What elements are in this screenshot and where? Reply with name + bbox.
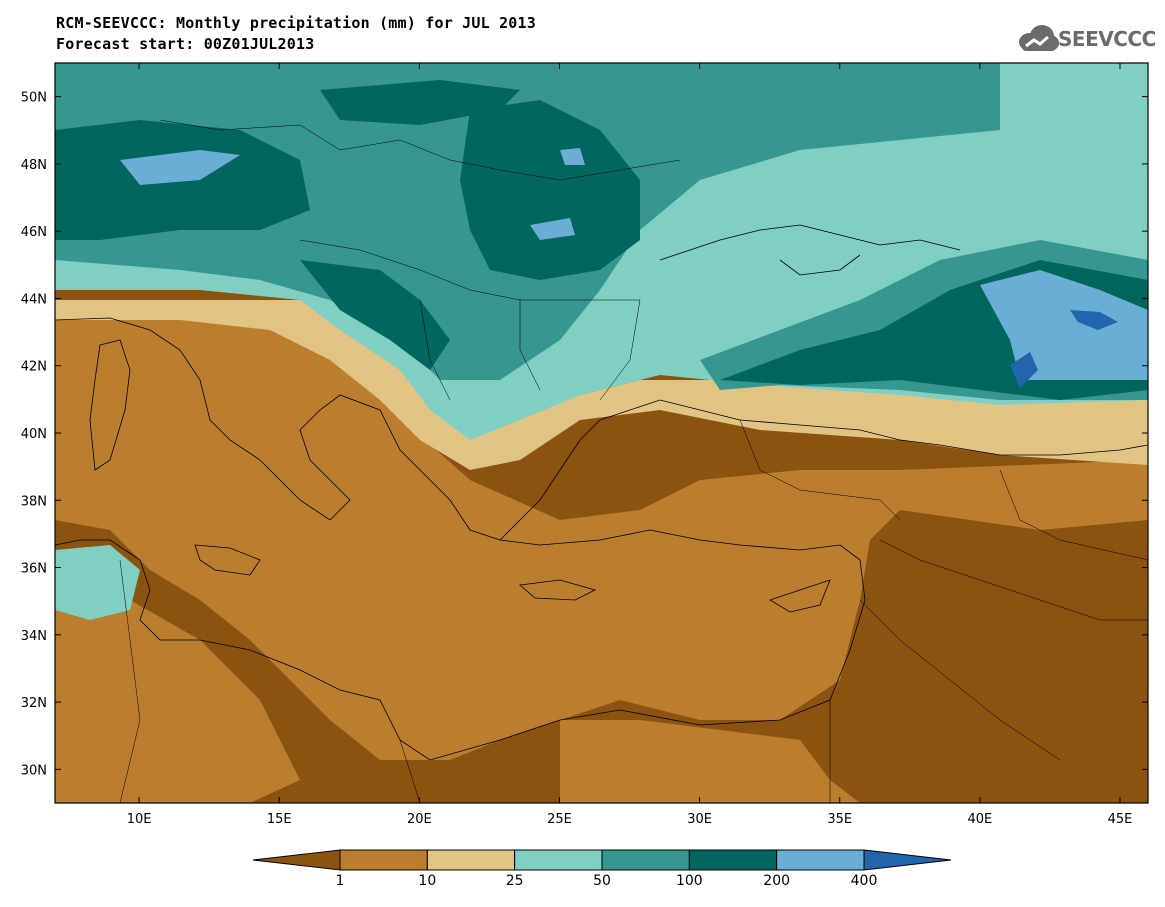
precip-zone-100-200-dinarides xyxy=(300,260,450,370)
lon-tick-label: 10E xyxy=(127,812,152,827)
axis-ticks: 10E 15E 20E 25E 30E 35E 40E 45E 50N 48N 46N 44N 42N 4… xyxy=(21,63,1148,827)
lon-tick-label: 35E xyxy=(827,812,852,827)
colorbar-label: 10 xyxy=(418,873,437,889)
lon-tick-label: 15E xyxy=(267,812,292,827)
precip-zone-200-400-carp2 xyxy=(530,218,575,240)
colorbar-segment xyxy=(776,849,865,871)
precip-zone-200-400-carp1 xyxy=(560,148,585,165)
precip-zone-10-25 xyxy=(55,300,1148,470)
coastlines xyxy=(55,224,1148,761)
precip-zone-200-400-alps xyxy=(120,150,240,185)
lon-tick-label: 30E xyxy=(687,812,712,827)
lat-tick-label: 40N xyxy=(21,427,47,442)
precip-zone-100-200-poland xyxy=(320,80,520,125)
precip-zone-1-10-libya xyxy=(55,560,300,803)
precip-zone-1-10-egypt xyxy=(560,720,860,803)
precip-zone-1-10-south xyxy=(420,660,560,730)
forecast-start-subtitle: Forecast start: 00Z01JUL2013 xyxy=(56,35,315,53)
colorbar-segment xyxy=(426,849,516,871)
colorbar-label: 50 xyxy=(593,873,611,889)
precip-zone-over-400-b xyxy=(1010,352,1038,388)
colorbar-label: 200 xyxy=(763,873,791,889)
precip-zone-1-10 xyxy=(55,300,1148,760)
colorbar-segment xyxy=(339,849,428,871)
map-title: RCM-SEEVCCC: Monthly precipitation (mm) … xyxy=(56,14,536,32)
country-borders xyxy=(119,119,1148,803)
lat-tick-label: 44N xyxy=(21,292,47,307)
lon-tick-label: 45E xyxy=(1108,812,1133,827)
lat-tick-label: 30N xyxy=(21,763,47,778)
lat-tick-label: 48N xyxy=(21,158,47,173)
lon-tick-label: 25E xyxy=(547,812,572,827)
precip-zone-200-400-caucasus xyxy=(980,270,1148,380)
lat-tick-label: 38N xyxy=(21,494,47,509)
colorbar-segment xyxy=(863,849,952,871)
precip-zone-over-400 xyxy=(1070,310,1118,330)
lon-tick-label: 20E xyxy=(407,812,432,827)
colorbar-label: 400 xyxy=(850,873,878,889)
colorbar-segment xyxy=(688,849,778,871)
colorbar-segment xyxy=(514,849,603,871)
logo-text: SEEVCCC xyxy=(1058,27,1156,51)
lat-tick-label: 42N xyxy=(21,360,47,375)
colorbar-label: 1 xyxy=(335,873,345,889)
precip-zone-100-200-carpathians xyxy=(460,100,640,280)
precipitation-field xyxy=(55,63,1148,803)
colorbar-label: 25 xyxy=(505,873,524,889)
precip-zone-25-50-tunisia xyxy=(55,545,140,620)
lat-tick-label: 34N xyxy=(21,629,47,644)
colorbar-label: 100 xyxy=(675,873,703,889)
lat-tick-label: 32N xyxy=(21,696,47,711)
lat-tick-label: 36N xyxy=(21,562,47,577)
cloud-logo-icon xyxy=(1019,25,1059,51)
colorbar xyxy=(252,849,952,871)
lat-tick-label: 50N xyxy=(21,91,47,106)
lat-tick-label: 46N xyxy=(21,225,47,240)
colorbar-segment xyxy=(252,849,341,871)
lon-tick-label: 40E xyxy=(967,812,992,827)
colorbar-segment xyxy=(601,849,690,871)
